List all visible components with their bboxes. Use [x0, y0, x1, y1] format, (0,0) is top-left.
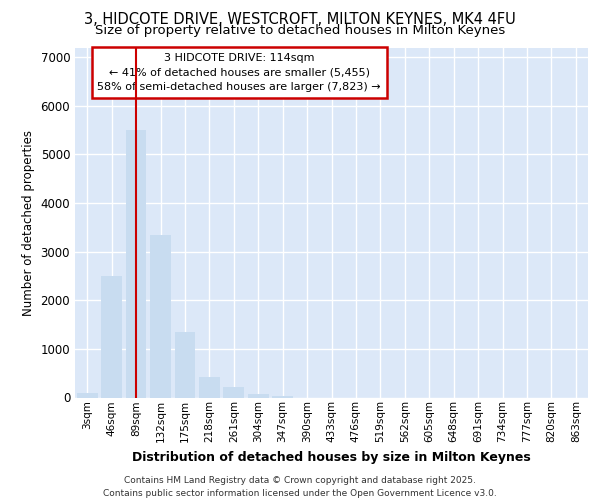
- Bar: [150, 234, 171, 398]
- Y-axis label: Number of detached properties: Number of detached properties: [22, 130, 35, 316]
- Bar: [77, 392, 98, 398]
- Bar: [199, 376, 220, 398]
- Bar: [101, 276, 122, 398]
- Text: 3 HIDCOTE DRIVE: 114sqm
← 41% of detached houses are smaller (5,455)
58% of semi: 3 HIDCOTE DRIVE: 114sqm ← 41% of detache…: [97, 53, 381, 92]
- Bar: [175, 332, 196, 398]
- Bar: [272, 396, 293, 398]
- Text: Contains HM Land Registry data © Crown copyright and database right 2025.
Contai: Contains HM Land Registry data © Crown c…: [103, 476, 497, 498]
- Bar: [223, 387, 244, 398]
- X-axis label: Distribution of detached houses by size in Milton Keynes: Distribution of detached houses by size …: [132, 450, 531, 464]
- Bar: [248, 394, 269, 398]
- Text: 3, HIDCOTE DRIVE, WESTCROFT, MILTON KEYNES, MK4 4FU: 3, HIDCOTE DRIVE, WESTCROFT, MILTON KEYN…: [84, 12, 516, 28]
- Text: Size of property relative to detached houses in Milton Keynes: Size of property relative to detached ho…: [95, 24, 505, 37]
- Bar: [125, 130, 146, 398]
